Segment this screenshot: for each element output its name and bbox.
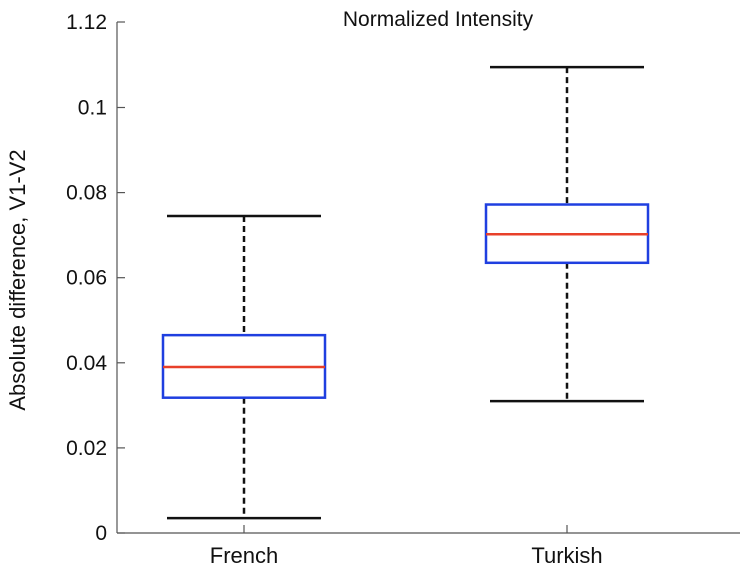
y-tick-label: 0.04 xyxy=(66,352,107,375)
y-tick-label: 0.08 xyxy=(66,182,107,205)
box-series xyxy=(161,65,650,520)
y-tick-label: 0.02 xyxy=(66,437,107,460)
y-axis-label: Absolute difference, V1-V2 xyxy=(5,149,30,410)
y-tick-label: 0 xyxy=(95,522,107,545)
y-tick-label: 0.06 xyxy=(66,267,107,290)
chart-title: Normalized Intensity xyxy=(343,8,534,31)
box-turkish xyxy=(484,65,650,403)
x-axis-ticks: French Turkish xyxy=(210,525,603,568)
y-tick-label: 1.12 xyxy=(66,11,107,34)
y-tick-label: 0.1 xyxy=(78,97,107,120)
box-french xyxy=(161,214,327,520)
x-tick-label: French xyxy=(210,543,278,568)
y-axis-ticks: 0 0.02 0.04 0.06 0.08 0.1 1.12 xyxy=(66,11,125,545)
x-tick-label: Turkish xyxy=(531,543,602,568)
